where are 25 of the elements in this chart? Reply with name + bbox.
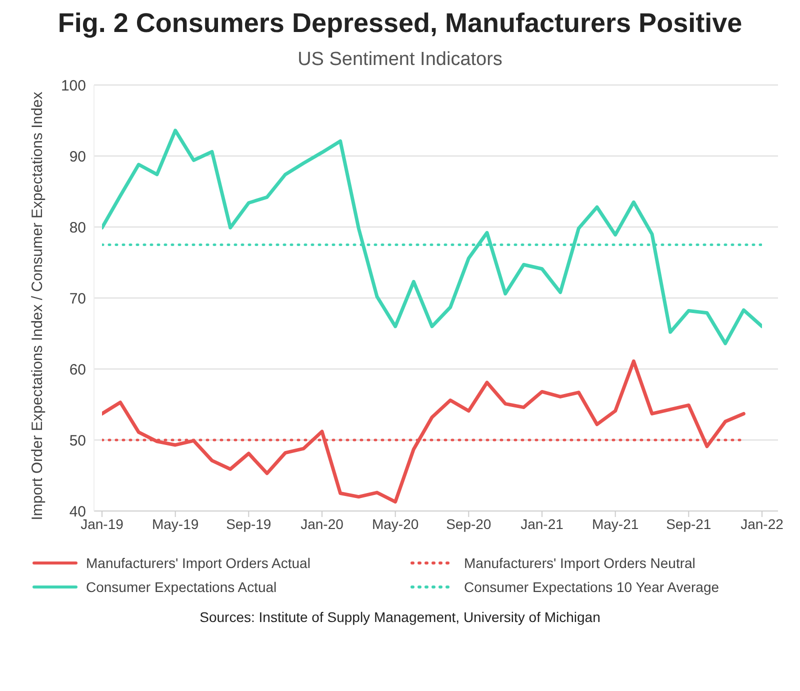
x-tick-label: Jan-22 bbox=[740, 516, 784, 532]
x-tick-label: Jan-21 bbox=[520, 516, 564, 532]
legend-label: Consumer Expectations Actual bbox=[86, 579, 277, 595]
x-tick-label: Sep-20 bbox=[446, 516, 492, 532]
y-tick-label: 80 bbox=[69, 219, 86, 236]
x-tick-label: May-20 bbox=[372, 516, 419, 532]
line-series bbox=[102, 128, 762, 346]
x-tick-label: Jan-20 bbox=[300, 516, 344, 532]
y-tick-label: 50 bbox=[69, 432, 86, 450]
x-tick-label: May-19 bbox=[152, 516, 199, 532]
legend-label: Consumer Expectations 10 Year Average bbox=[464, 579, 720, 595]
y-tick-label: 70 bbox=[69, 290, 86, 308]
y-tick-label: 90 bbox=[69, 148, 86, 166]
y-tick-label: 100 bbox=[60, 77, 86, 94]
chart-subtitle: US Sentiment Indicators bbox=[296, 49, 504, 71]
y-axis-title: Import Order Expectations Index / Consumer Expectations Index bbox=[29, 90, 47, 522]
x-tick-label: May-21 bbox=[592, 516, 639, 532]
x-tick-label: Sep-21 bbox=[666, 516, 712, 532]
legend-label: Manufacturers' Import Orders Neutral bbox=[464, 555, 696, 571]
legend-label: Manufacturers' Import Orders Actual bbox=[86, 555, 310, 571]
source-note: Sources: Institute of Supply Management, University of Michigan bbox=[198, 609, 602, 625]
line-series bbox=[102, 359, 746, 504]
x-tick-label: Sep-19 bbox=[226, 516, 272, 532]
chart-title: Fig. 2 Consumers Depressed, Manufacturers Positive bbox=[56, 8, 744, 39]
y-tick-label: 60 bbox=[69, 361, 86, 378]
